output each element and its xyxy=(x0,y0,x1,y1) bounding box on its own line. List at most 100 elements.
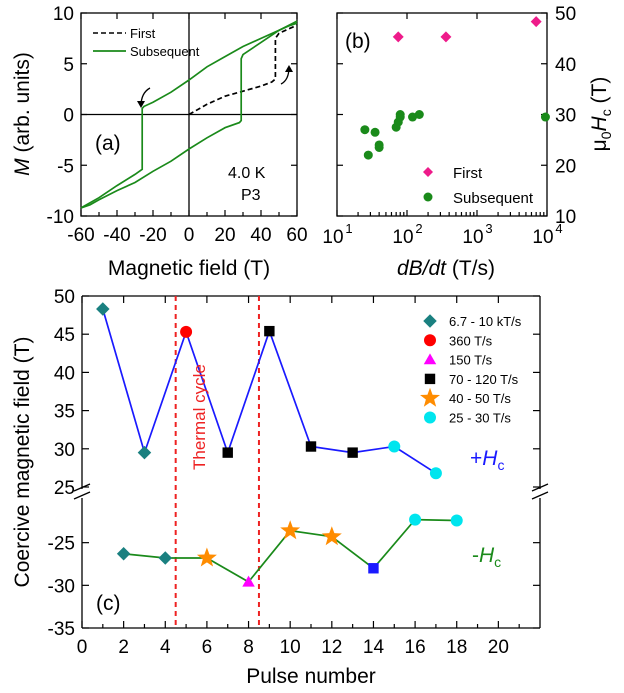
axis-break-left-2 xyxy=(73,491,91,500)
thermal-cycle-label: Thermal cycle xyxy=(190,364,209,470)
panel-a-ticks xyxy=(80,12,298,217)
plus-hc-point-circle xyxy=(429,467,442,480)
legend-label: 70 - 120 T/s xyxy=(449,372,519,387)
panel-b-ticks xyxy=(336,12,548,217)
b-x-tick-label: 10 xyxy=(532,227,553,248)
first-point xyxy=(392,31,404,43)
panel-c-y-tick-labels: 50 45 40 35 30 25 -25 -30 -35 xyxy=(48,287,75,640)
c-y-tick-label: 35 xyxy=(54,402,75,423)
panel-a-curves xyxy=(80,20,298,209)
b-y-tick-label: 10 xyxy=(555,207,576,228)
c-y-tick-label: 40 xyxy=(54,363,75,384)
legend-subsequent-label-b: Subsequent xyxy=(453,190,534,207)
panel-a-temperature: 4.0 K xyxy=(228,165,266,182)
arrow-left-head-icon xyxy=(137,101,145,108)
minus-hc-point-diamond xyxy=(116,547,131,561)
c-x-tick-label: 6 xyxy=(202,637,213,658)
panel-c-x-label: Pulse number xyxy=(246,665,376,688)
plus-hc-point-diamond xyxy=(96,302,110,316)
minus-hc-point-star xyxy=(196,547,217,567)
b-x-tick-label: 10 xyxy=(462,227,483,248)
axis-break-right-2 xyxy=(531,491,549,500)
panel-c-y-label: Coercive magnetic field (T) xyxy=(11,337,34,588)
c-y-tick-label: -30 xyxy=(48,576,75,597)
b-x-tick-label: 10 xyxy=(392,227,413,248)
subsequent-point xyxy=(414,110,424,119)
panel-b-x-tick-labels: 10 1 10 2 10 3 10 4 xyxy=(322,221,562,248)
panel-c-label: (c) xyxy=(96,592,121,615)
c-y-tick-label: 25 xyxy=(54,478,75,499)
panel-c-legend: 6.7 - 10 kT/s 360 T/s 150 T/s 70 - 120 T/s 4… xyxy=(420,314,522,426)
plus-hc-point-square xyxy=(305,441,317,452)
subsequent-curve xyxy=(80,20,298,209)
c-x-tick-label: 16 xyxy=(405,637,426,658)
plus-hc-label: +Hc xyxy=(470,447,504,473)
panel-c: 0 2 4 6 8 10 12 14 16 18 20 504540353025-25-30-35 … xyxy=(11,287,549,688)
first-point xyxy=(440,31,452,43)
plus-hc-point-square xyxy=(264,325,275,337)
minus-hc-point-diamond xyxy=(158,551,173,565)
legend-marker-diamond xyxy=(423,314,437,328)
panel-b-label: (b) xyxy=(345,30,371,53)
panel-a-y-label: M (arb. units) xyxy=(11,52,34,176)
a-x-tick-label: -60 xyxy=(67,225,94,246)
legend-label: 150 T/s xyxy=(449,353,493,368)
legend-first-label-b: First xyxy=(453,165,483,182)
c-x-tick-label: 18 xyxy=(446,637,467,658)
minus-hc-point-square xyxy=(368,563,379,574)
thermal-cycle-lines xyxy=(174,296,260,628)
b-x-tick-exponent: 4 xyxy=(555,221,562,236)
c-y-tick-label: 30 xyxy=(54,440,75,461)
c-x-tick-label: 2 xyxy=(118,637,129,658)
b-x-tick-exponent: 1 xyxy=(345,221,352,236)
subsequent-point xyxy=(408,112,418,122)
minus-hc-point-circle xyxy=(409,513,422,526)
c-x-tick-label: 4 xyxy=(160,637,171,658)
subsequent-point xyxy=(395,112,405,122)
b-x-tick-exponent: 2 xyxy=(415,221,422,236)
b-y-tick-label: 30 xyxy=(555,106,576,127)
legend-label: 360 T/s xyxy=(449,333,493,348)
panel-c-ticks xyxy=(81,295,540,629)
c-x-tick-label: 10 xyxy=(280,637,301,658)
subsequent-point xyxy=(363,150,373,160)
a-x-tick-label: 60 xyxy=(286,225,307,246)
b-x-tick-exponent: 3 xyxy=(485,221,492,236)
minus-hc-point-star xyxy=(321,526,342,546)
a-x-tick-label: 20 xyxy=(214,225,235,246)
panel-a: -60 -40 -20 0 20 40 60 10 5 0 -5 -10 First Subsequ… xyxy=(11,4,308,280)
c-y-tick-label: -35 xyxy=(48,619,75,640)
a-x-tick-label: -40 xyxy=(103,225,130,246)
a-y-tick-label: 0 xyxy=(63,106,74,127)
panel-b-x-label: dB/dt (T/s) xyxy=(397,257,495,280)
a-y-tick-label: -5 xyxy=(57,156,74,177)
plus-hc-point-diamond xyxy=(137,445,152,460)
legend-marker-circle xyxy=(424,334,436,347)
panel-a-label: (a) xyxy=(95,132,121,155)
panel-a-legend: First Subsequent xyxy=(93,26,200,59)
subsequent-point xyxy=(540,112,550,122)
legend-marker-star xyxy=(420,387,440,407)
c-y-tick-label: 45 xyxy=(54,325,75,346)
c-x-tick-label: 8 xyxy=(243,637,254,658)
minus-hc-point-triangle xyxy=(242,575,255,587)
legend-subsequent-marker xyxy=(423,192,433,202)
first-curve xyxy=(188,24,298,116)
subsequent-point xyxy=(370,127,380,137)
c-x-tick-label: 0 xyxy=(77,637,88,658)
c-y-tick-label: 50 xyxy=(54,287,75,308)
panel-c-points xyxy=(96,302,463,587)
panel-b-points xyxy=(360,16,550,160)
a-x-tick-label: 40 xyxy=(250,225,271,246)
legend-first-label: First xyxy=(130,26,156,41)
minus-hc-point-star xyxy=(280,520,301,540)
panel-b-legend: First Subsequent xyxy=(423,165,534,207)
legend-marker-triangle xyxy=(423,353,437,365)
subsequent-point xyxy=(360,125,370,135)
legend-first-marker xyxy=(423,167,433,177)
arrow-right-head-icon xyxy=(285,65,293,72)
a-y-tick-label: 10 xyxy=(53,4,74,25)
subsequent-curve xyxy=(80,22,298,209)
plus-hc-point-circle xyxy=(180,325,193,338)
